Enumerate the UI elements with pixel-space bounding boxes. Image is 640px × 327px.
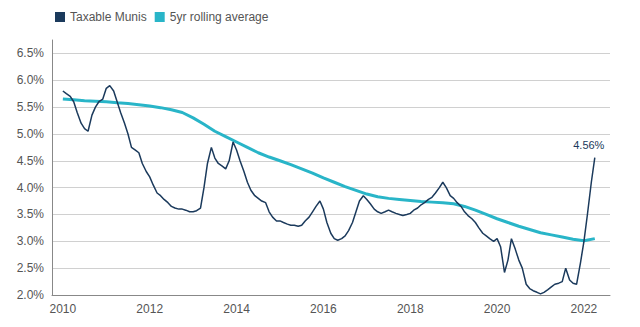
svg-text:2012: 2012	[136, 302, 163, 316]
svg-text:4.0%: 4.0%	[17, 181, 45, 195]
svg-text:3.5%: 3.5%	[17, 207, 45, 221]
svg-text:2014: 2014	[223, 302, 250, 316]
svg-text:2010: 2010	[50, 302, 77, 316]
svg-text:5.0%: 5.0%	[17, 127, 45, 141]
svg-text:6.0%: 6.0%	[17, 73, 45, 87]
svg-text:4.5%: 4.5%	[17, 154, 45, 168]
svg-text:2022: 2022	[571, 302, 598, 316]
svg-text:3.0%: 3.0%	[17, 234, 45, 248]
svg-text:Taxable Munis: Taxable Munis	[70, 10, 147, 24]
svg-text:5.5%: 5.5%	[17, 100, 45, 114]
svg-text:4.56%: 4.56%	[573, 139, 604, 151]
svg-text:2018: 2018	[397, 302, 424, 316]
svg-text:2016: 2016	[310, 302, 337, 316]
svg-text:5yr rolling average: 5yr rolling average	[170, 10, 269, 24]
svg-text:2.5%: 2.5%	[17, 261, 45, 275]
svg-text:6.5%: 6.5%	[17, 46, 45, 60]
svg-text:2020: 2020	[484, 302, 511, 316]
svg-text:2.0%: 2.0%	[17, 288, 45, 302]
